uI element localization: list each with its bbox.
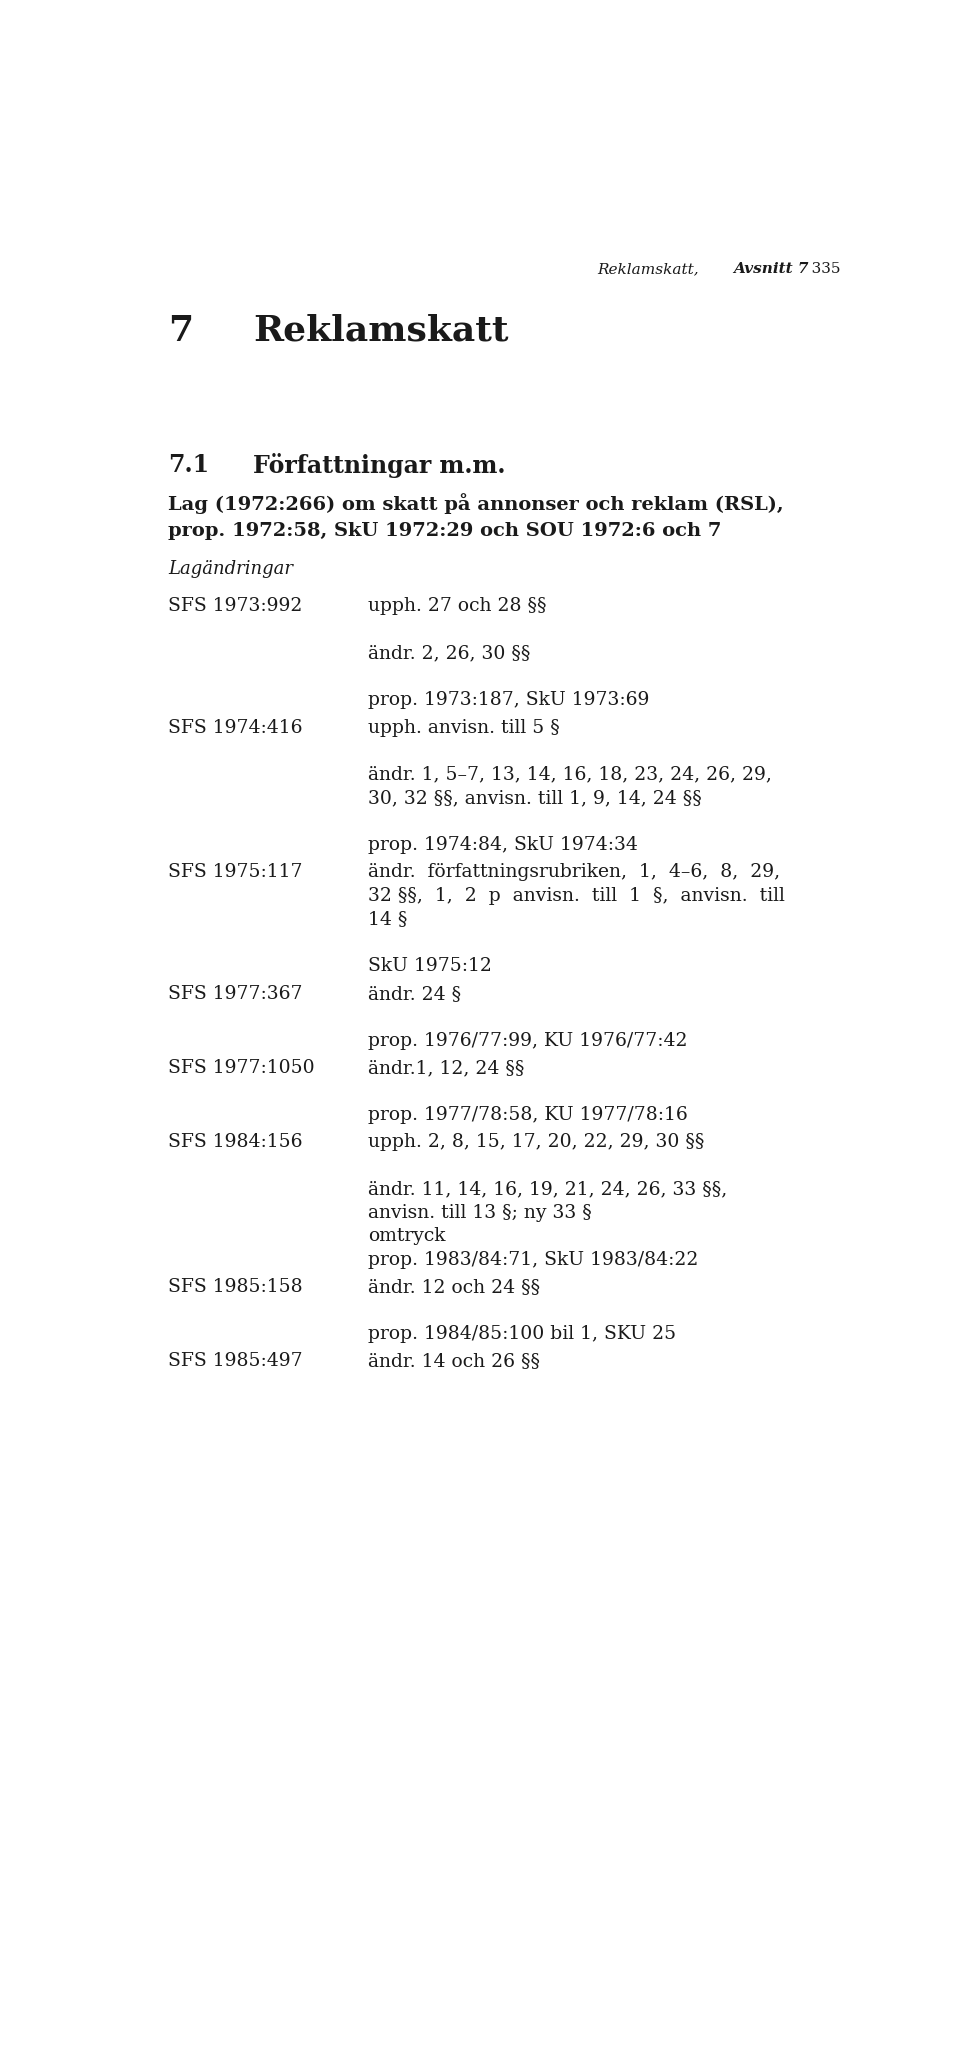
Text: ändr. 1, 5–7, 13, 14, 16, 18, 23, 24, 26, 29,: ändr. 1, 5–7, 13, 14, 16, 18, 23, 24, 26… — [368, 766, 772, 783]
Text: SFS 1975:117: SFS 1975:117 — [168, 864, 302, 882]
Text: upph. 2, 8, 15, 17, 20, 22, 29, 30 §§: upph. 2, 8, 15, 17, 20, 22, 29, 30 §§ — [368, 1133, 705, 1151]
Text: SFS 1984:156: SFS 1984:156 — [168, 1133, 302, 1151]
Text: Lag (1972:266) om skatt på annonser och reklam (RSL),: Lag (1972:266) om skatt på annonser och … — [168, 493, 783, 514]
Text: prop. 1983/84:71, SkU 1983/84:22: prop. 1983/84:71, SkU 1983/84:22 — [368, 1251, 698, 1270]
Text: 7.1: 7.1 — [168, 454, 209, 476]
Text: prop. 1973:187, SkU 1973:69: prop. 1973:187, SkU 1973:69 — [368, 692, 649, 708]
Text: 32 §§,  1,  2  p  anvisn.  till  1  §,  anvisn.  till: 32 §§, 1, 2 p anvisn. till 1 §, anvisn. … — [368, 886, 785, 905]
Text: SkU 1975:12: SkU 1975:12 — [368, 957, 492, 975]
Text: upph. 27 och 28 §§: upph. 27 och 28 §§ — [368, 596, 546, 615]
Text: ändr.1, 12, 24 §§: ändr.1, 12, 24 §§ — [368, 1058, 524, 1077]
Text: prop. 1984/85:100 bil 1, SKU 25: prop. 1984/85:100 bil 1, SKU 25 — [368, 1325, 676, 1342]
Text: ändr. 24 §: ändr. 24 § — [368, 984, 461, 1002]
Text: prop. 1977/78:58, KU 1977/78:16: prop. 1977/78:58, KU 1977/78:16 — [368, 1106, 687, 1125]
Text: 30, 32 §§, anvisn. till 1, 9, 14, 24 §§: 30, 32 §§, anvisn. till 1, 9, 14, 24 §§ — [368, 789, 702, 808]
Text: ändr. 14 och 26 §§: ändr. 14 och 26 §§ — [368, 1352, 540, 1371]
Text: SFS 1974:416: SFS 1974:416 — [168, 719, 302, 737]
Text: 335: 335 — [797, 263, 841, 275]
Text: Reklamskatt: Reklamskatt — [253, 315, 509, 348]
Text: upph. anvisn. till 5 §: upph. anvisn. till 5 § — [368, 719, 560, 737]
Text: ändr.  författningsrubriken,  1,  4–6,  8,  29,: ändr. författningsrubriken, 1, 4–6, 8, 2… — [368, 864, 780, 882]
Text: SFS 1985:158: SFS 1985:158 — [168, 1278, 302, 1296]
Text: SFS 1985:497: SFS 1985:497 — [168, 1352, 302, 1371]
Text: Avsnitt 7: Avsnitt 7 — [732, 263, 808, 275]
Text: SFS 1977:1050: SFS 1977:1050 — [168, 1058, 315, 1077]
Text: 7: 7 — [168, 315, 193, 348]
Text: prop. 1972:58, SkU 1972:29 och SOU 1972:6 och 7: prop. 1972:58, SkU 1972:29 och SOU 1972:… — [168, 522, 721, 541]
Text: 14 §: 14 § — [368, 911, 407, 928]
Text: anvisn. till 13 §; ny 33 §: anvisn. till 13 §; ny 33 § — [368, 1203, 591, 1222]
Text: Lagändringar: Lagändringar — [168, 561, 293, 578]
Text: Reklamskatt,: Reklamskatt, — [597, 263, 704, 275]
Text: SFS 1973:992: SFS 1973:992 — [168, 596, 302, 615]
Text: ändr. 12 och 24 §§: ändr. 12 och 24 §§ — [368, 1278, 540, 1296]
Text: Författningar m.m.: Författningar m.m. — [253, 454, 506, 478]
Text: ändr. 2, 26, 30 §§: ändr. 2, 26, 30 §§ — [368, 644, 530, 663]
Text: omtryck: omtryck — [368, 1228, 445, 1245]
Text: prop. 1974:84, SkU 1974:34: prop. 1974:84, SkU 1974:34 — [368, 837, 637, 853]
Text: SFS 1977:367: SFS 1977:367 — [168, 984, 302, 1002]
Text: prop. 1976/77:99, KU 1976/77:42: prop. 1976/77:99, KU 1976/77:42 — [368, 1031, 687, 1050]
Text: ändr. 11, 14, 16, 19, 21, 24, 26, 33 §§,: ändr. 11, 14, 16, 19, 21, 24, 26, 33 §§, — [368, 1180, 728, 1199]
